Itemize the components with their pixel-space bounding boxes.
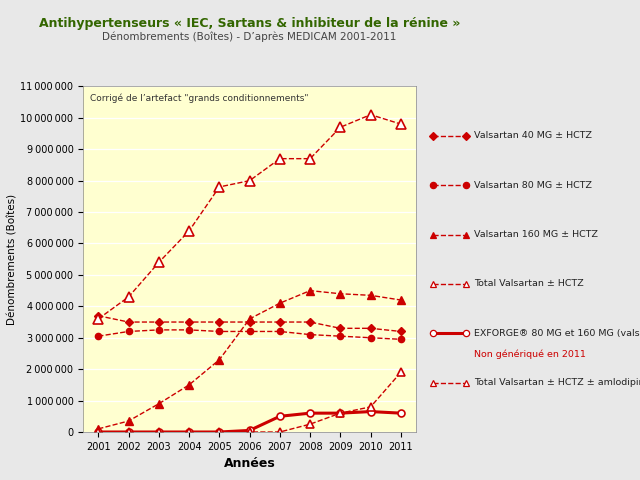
Text: Valsartan 160 MG ± HCTZ: Valsartan 160 MG ± HCTZ bbox=[474, 230, 598, 239]
Y-axis label: Dénombrements (Boîtes): Dénombrements (Boîtes) bbox=[8, 193, 18, 325]
Text: Total Valsartan ± HCTZ: Total Valsartan ± HCTZ bbox=[474, 279, 584, 288]
X-axis label: Années: Années bbox=[224, 457, 275, 470]
Text: Dénombrements (Boîtes) - D’après MEDICAM 2001-2011: Dénombrements (Boîtes) - D’après MEDICAM… bbox=[102, 31, 397, 42]
Text: Total Valsartan ± HCTZ ± amlodipine: Total Valsartan ± HCTZ ± amlodipine bbox=[474, 378, 640, 387]
Text: EXFORGE® 80 MG et 160 MG (valsartan + amlodipine): EXFORGE® 80 MG et 160 MG (valsartan + am… bbox=[474, 329, 640, 338]
Text: Non génériqué en 2011: Non génériqué en 2011 bbox=[474, 349, 586, 359]
Text: Corrigé de l’artefact "grands conditionnements": Corrigé de l’artefact "grands conditionn… bbox=[90, 93, 308, 103]
Text: Antihypertenseurs « IEC, Sartans & inhibiteur de la rénine »: Antihypertenseurs « IEC, Sartans & inhib… bbox=[39, 17, 460, 30]
Text: Valsartan 40 MG ± HCTZ: Valsartan 40 MG ± HCTZ bbox=[474, 131, 592, 140]
Text: Valsartan 80 MG ± HCTZ: Valsartan 80 MG ± HCTZ bbox=[474, 180, 592, 190]
